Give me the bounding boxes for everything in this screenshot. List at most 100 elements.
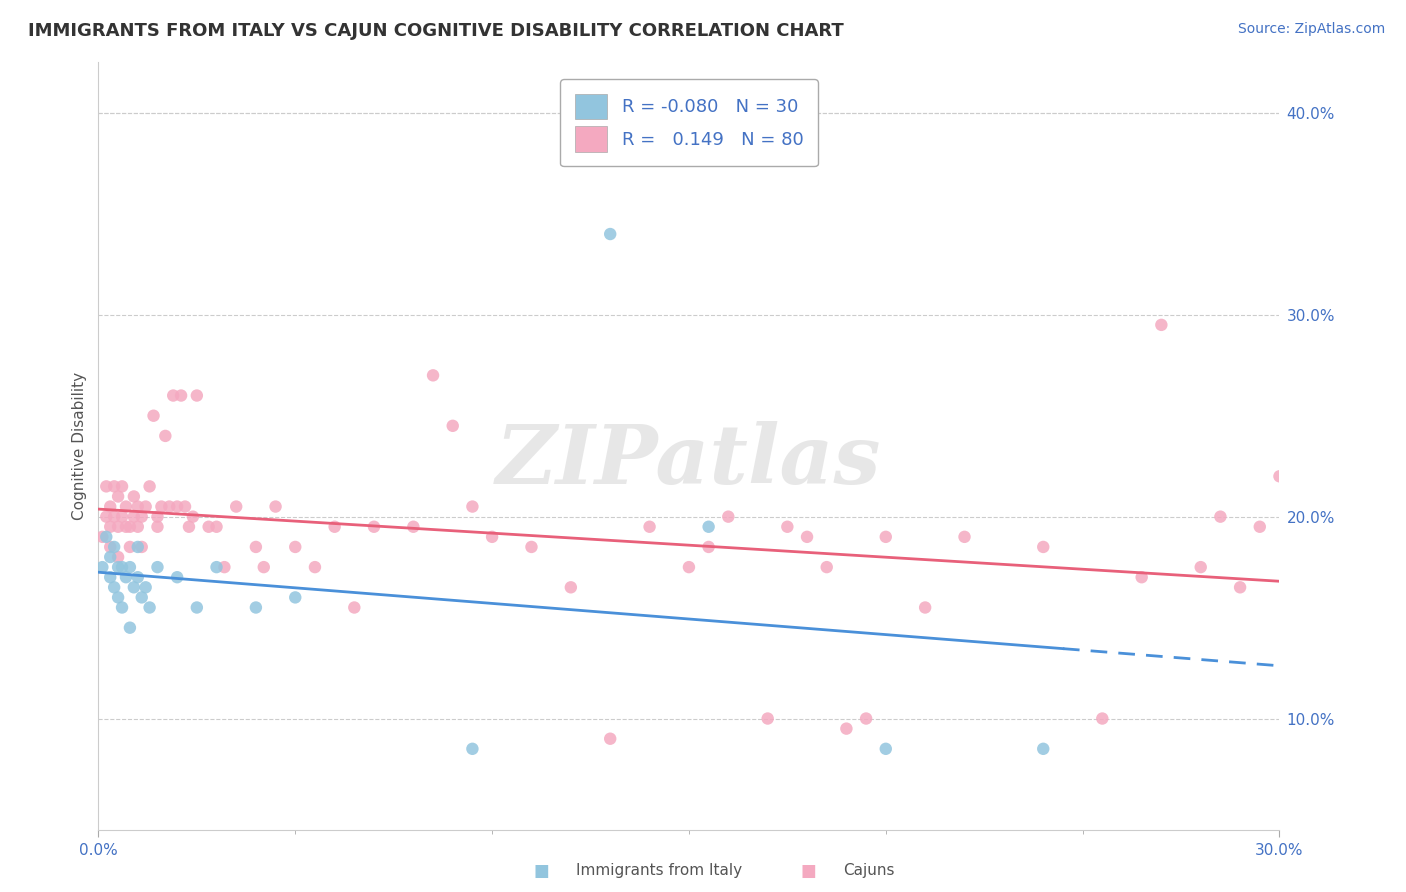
Point: [264, 500, 287, 514]
Point: [91, 530, 114, 544]
Point: [214, 560, 236, 574]
Point: [122, 509, 145, 524]
Point: [560, 580, 582, 594]
Point: [323, 520, 346, 534]
Point: [697, 520, 720, 534]
Point: [107, 591, 129, 605]
Point: [135, 500, 157, 514]
Point: [776, 520, 799, 534]
Point: [170, 388, 193, 402]
Point: [678, 560, 700, 574]
Point: [118, 540, 141, 554]
Point: [103, 540, 125, 554]
Text: Source: ZipAtlas.com: Source: ZipAtlas.com: [1237, 22, 1385, 37]
Point: [363, 520, 385, 534]
Point: [186, 600, 208, 615]
Point: [1091, 712, 1114, 726]
Point: [835, 722, 858, 736]
Point: [875, 530, 897, 544]
Point: [461, 741, 484, 756]
Point: [756, 712, 779, 726]
Point: [174, 500, 197, 514]
Point: [815, 560, 838, 574]
Point: [155, 429, 177, 443]
Text: ■: ■: [800, 862, 817, 880]
Point: [855, 712, 877, 726]
Point: [197, 520, 219, 534]
Point: [177, 520, 200, 534]
Point: [111, 560, 134, 574]
Point: [1130, 570, 1153, 584]
Point: [118, 560, 141, 574]
Point: [115, 500, 138, 514]
Point: [599, 227, 621, 241]
Point: [245, 540, 267, 554]
Point: [166, 570, 188, 584]
Point: [111, 509, 134, 524]
Point: [107, 560, 129, 574]
Point: [697, 540, 720, 554]
Point: [96, 509, 118, 524]
Point: [103, 509, 125, 524]
Point: [98, 540, 121, 554]
Point: [131, 591, 153, 605]
Point: [1249, 520, 1271, 534]
Point: [284, 591, 307, 605]
Point: [1032, 540, 1054, 554]
Point: [205, 560, 228, 574]
Point: [186, 388, 208, 402]
Point: [638, 520, 661, 534]
Text: IMMIGRANTS FROM ITALY VS CAJUN COGNITIVE DISABILITY CORRELATION CHART: IMMIGRANTS FROM ITALY VS CAJUN COGNITIVE…: [28, 22, 844, 40]
Point: [103, 479, 125, 493]
Point: [96, 479, 118, 493]
Point: [1032, 741, 1054, 756]
Point: [127, 520, 149, 534]
Point: [150, 500, 173, 514]
Point: [162, 388, 184, 402]
Point: [118, 520, 141, 534]
Point: [115, 570, 138, 584]
Point: [107, 490, 129, 504]
Point: [103, 580, 125, 594]
Point: [481, 530, 503, 544]
Text: Cajuns: Cajuns: [844, 863, 896, 878]
Point: [520, 540, 543, 554]
Point: [402, 520, 425, 534]
Text: ■: ■: [533, 862, 550, 880]
Point: [717, 509, 740, 524]
Point: [253, 560, 276, 574]
Point: [111, 479, 134, 493]
Point: [441, 418, 464, 433]
Text: ZIPatlas: ZIPatlas: [496, 421, 882, 501]
Point: [422, 368, 444, 383]
Point: [875, 741, 897, 756]
Point: [284, 540, 307, 554]
Point: [142, 409, 165, 423]
Point: [111, 600, 134, 615]
Point: [122, 580, 145, 594]
Point: [96, 530, 118, 544]
Point: [181, 509, 204, 524]
Point: [245, 600, 267, 615]
Point: [953, 530, 976, 544]
Point: [138, 479, 160, 493]
Point: [599, 731, 621, 746]
Point: [138, 600, 160, 615]
Point: [98, 570, 121, 584]
Point: [146, 560, 169, 574]
Point: [1189, 560, 1212, 574]
Point: [98, 520, 121, 534]
Point: [796, 530, 818, 544]
Point: [127, 540, 149, 554]
Point: [343, 600, 366, 615]
Point: [118, 621, 141, 635]
Point: [157, 500, 180, 514]
Point: [107, 520, 129, 534]
Point: [91, 560, 114, 574]
Point: [127, 500, 149, 514]
Point: [98, 500, 121, 514]
Point: [1209, 509, 1232, 524]
Point: [146, 520, 169, 534]
Point: [1268, 469, 1291, 483]
Point: [107, 549, 129, 564]
